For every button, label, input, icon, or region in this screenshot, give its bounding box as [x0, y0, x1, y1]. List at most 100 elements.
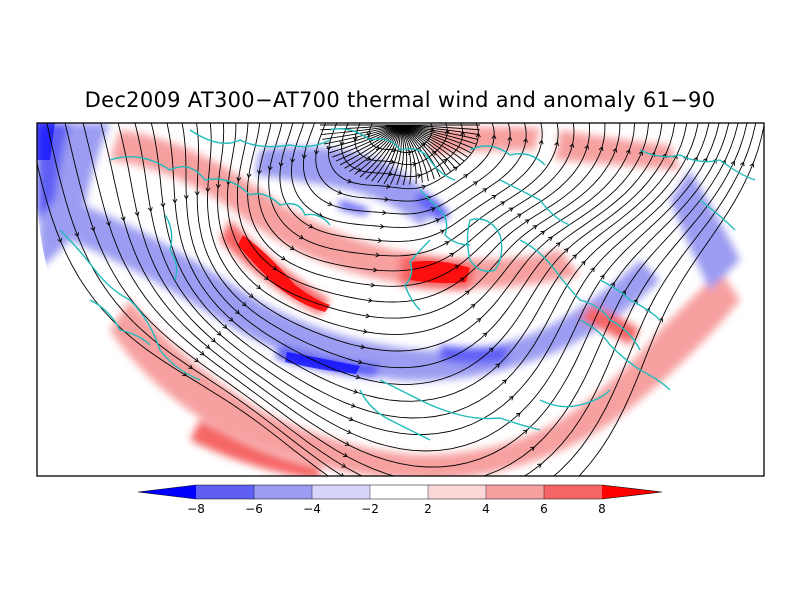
map-title: Dec2009 AT300−AT700 thermal wind and ano… — [84, 88, 716, 112]
streamline-arrow — [516, 213, 522, 218]
streamline-arrow — [246, 173, 252, 179]
streamline-arrow — [236, 176, 242, 182]
streamline-arrow — [341, 463, 347, 468]
streamline-arrow — [475, 132, 481, 138]
streamline-arrow — [314, 150, 319, 155]
streamline — [344, 124, 401, 169]
coastline — [579, 319, 671, 391]
streamline — [383, 124, 401, 185]
streamline — [349, 124, 401, 172]
streamline — [181, 123, 676, 385]
streamline-arrow — [290, 158, 296, 164]
streamline — [354, 124, 401, 175]
streamline-arrow — [439, 229, 445, 235]
streamline-arrow — [248, 293, 254, 299]
colorbar-tick-label: −2 — [361, 502, 379, 516]
streamline-arrow — [264, 275, 269, 281]
streamline-arrow — [532, 225, 538, 230]
streamline — [196, 123, 663, 369]
streamline-arrow — [199, 350, 205, 356]
streamline — [399, 124, 456, 169]
streamline — [226, 123, 621, 319]
streamline-arrow — [347, 178, 353, 184]
streamline-arrow — [554, 141, 560, 147]
streamline-arrow — [308, 223, 314, 229]
streamline-arrow — [337, 190, 343, 195]
coastline — [59, 229, 201, 381]
streamline-arrow — [228, 317, 234, 322]
streamline-arrow — [183, 195, 189, 200]
streamline — [134, 123, 710, 435]
streamline-arrow — [74, 232, 79, 238]
streamline-arrow — [372, 267, 378, 273]
colorbar-tick-label: −8 — [187, 502, 205, 516]
streamline-arrow — [463, 174, 469, 179]
streamline-arrow — [515, 412, 521, 418]
colorbar-tick-label: −4 — [303, 502, 321, 516]
streamline-arrow — [491, 194, 497, 200]
streamline — [399, 124, 408, 186]
streamline-arrow — [341, 472, 344, 476]
streamline — [399, 124, 477, 145]
streamline — [359, 124, 401, 178]
coastlines — [59, 128, 756, 441]
streamline-arrow — [507, 136, 513, 141]
streamline — [64, 123, 748, 476]
streamline-arrow — [500, 201, 506, 206]
streamline-arrow — [241, 301, 247, 307]
streamline — [247, 123, 591, 287]
coastline — [519, 239, 641, 351]
streamline — [399, 124, 417, 184]
streamline-arrow — [358, 359, 363, 365]
streamline-arrow — [495, 363, 501, 368]
streamline-arrow — [581, 260, 586, 266]
streamline-arrow — [377, 238, 383, 244]
streamline-arrow — [502, 379, 507, 384]
streamline-arrow — [379, 223, 385, 229]
coastline — [639, 149, 756, 181]
coastline — [109, 155, 331, 226]
colorbar-swatch — [428, 485, 486, 499]
streamline-arrow — [540, 230, 546, 236]
streamline-arrow — [57, 238, 63, 243]
colorbar-tick-label: 2 — [424, 502, 432, 516]
streamline-arrow — [222, 324, 228, 329]
streamline-arrow — [584, 144, 590, 150]
streamline-arrow — [590, 267, 595, 273]
streamline-arrow — [194, 357, 199, 363]
streamline-arrow — [90, 226, 96, 232]
streamline-arrow — [482, 188, 488, 193]
streamline-arrow — [216, 331, 222, 336]
streamline-arrow — [538, 139, 544, 145]
coastline — [419, 189, 471, 246]
streamline — [399, 124, 412, 185]
coastline — [699, 199, 736, 231]
streamline-arrow — [391, 147, 397, 153]
streamline-arrow — [612, 147, 618, 153]
streamline-arrow — [160, 202, 166, 208]
streamline — [399, 124, 451, 172]
streamline — [399, 124, 472, 154]
streamline — [399, 124, 468, 158]
streamline-arrow — [454, 264, 460, 270]
streamline-arrow — [435, 218, 441, 223]
streamline-arrow — [522, 429, 528, 435]
colorbar-swatch — [602, 485, 662, 499]
streamline — [257, 123, 575, 272]
streamline-arrow — [348, 416, 354, 422]
streamline-arrow — [476, 317, 482, 323]
streamline-arrow — [508, 207, 514, 212]
streamline — [37, 123, 764, 476]
streamline — [302, 123, 511, 215]
streamline-arrow — [375, 252, 381, 258]
streamline — [371, 124, 401, 182]
streamline — [365, 124, 401, 180]
streamline-arrow — [473, 181, 478, 186]
streamline-arrow — [172, 198, 178, 204]
streamline-arrow — [280, 255, 286, 261]
streamline-arrow — [523, 137, 529, 143]
streamline-arrow — [693, 156, 698, 162]
streamline-arrow — [386, 183, 392, 189]
streamline-arrow — [194, 191, 200, 196]
streamline — [377, 124, 401, 183]
